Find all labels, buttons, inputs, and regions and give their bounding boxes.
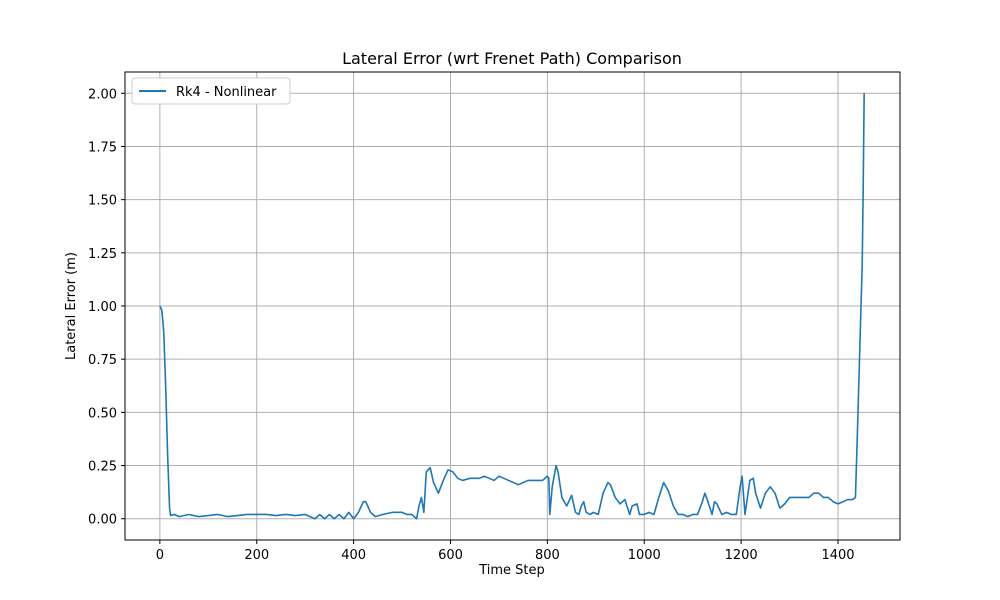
chart-title: Lateral Error (wrt Frenet Path) Comparis…	[342, 49, 682, 68]
x-axis-label: Time Step	[478, 563, 545, 578]
x-tick-label: 1000	[628, 548, 661, 563]
x-tick-label: 1400	[821, 548, 854, 563]
y-tick-label: 0.75	[88, 353, 117, 368]
legend: Rk4 - Nonlinear	[131, 77, 291, 105]
grid	[125, 72, 900, 540]
y-tick-label: 1.00	[88, 300, 117, 315]
y-tick-label: 1.25	[88, 247, 117, 262]
legend-label: Rk4 - Nonlinear	[176, 85, 277, 100]
y-tick-label: 2.00	[88, 87, 117, 102]
y-tick-label: 0.50	[88, 406, 117, 421]
x-tick-label: 600	[438, 548, 463, 563]
x-tick-label: 1200	[725, 548, 758, 563]
y-tick-label: 0.25	[88, 460, 117, 475]
x-tick-label: 400	[341, 548, 366, 563]
legend-box	[131, 77, 291, 105]
x-axis: 0 200 400 600 800 1000 1200 1400	[156, 540, 855, 563]
plot-area	[159, 93, 865, 520]
y-axis-label: Lateral Error (m)	[64, 252, 79, 360]
y-axis: 0.00 0.25 0.50 0.75 1.00 1.25 1.50 1.75 2.00	[88, 87, 125, 528]
x-tick-label: 0	[156, 548, 164, 563]
y-tick-label: 1.50	[88, 194, 117, 209]
series-line	[159, 93, 865, 520]
y-tick-label: 0.00	[88, 513, 117, 528]
x-tick-label: 200	[244, 548, 269, 563]
x-tick-label: 800	[535, 548, 560, 563]
y-tick-label: 1.75	[88, 140, 117, 155]
